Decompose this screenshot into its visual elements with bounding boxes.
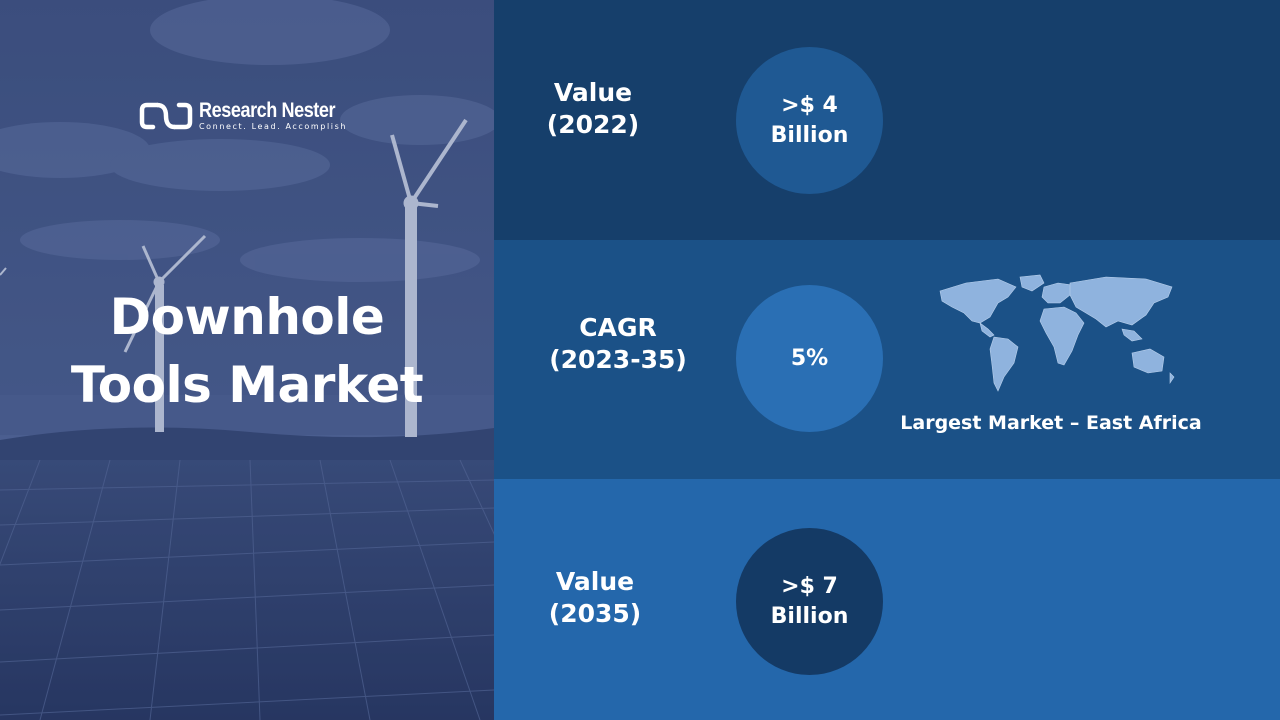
research-nester-logo: Research Nester Connect. Lead. Accomplis…: [139, 98, 357, 134]
world-map-icon: [939, 274, 1175, 392]
wind-solar-background-image: [0, 0, 494, 720]
stat-value-line-2: Billion: [770, 122, 849, 148]
research-nester-logo-icon: [139, 102, 193, 130]
stat-value-line-1: >$ 7: [781, 573, 838, 599]
brand-name: Research Nester: [199, 99, 336, 122]
stat-label-line-2: (2035): [548, 599, 642, 628]
stat-value-line-1: 5%: [790, 345, 829, 371]
stat-panel-value-2035: Value (2035) >$ 7 Billion: [494, 479, 1280, 720]
stat-value-circle: >$ 4 Billion: [736, 47, 883, 194]
stat-label: CAGR (2023-35): [518, 312, 718, 376]
stat-label-line-1: Value: [555, 567, 635, 596]
stat-value-line-1: >$ 4: [781, 92, 838, 118]
stat-label: Value (2022): [493, 77, 693, 141]
stat-value-circle: 5%: [736, 285, 883, 432]
stat-value-circle: >$ 7 Billion: [736, 528, 883, 675]
stat-label-line-1: Value: [553, 78, 633, 107]
stat-value-line-2: Billion: [770, 603, 849, 629]
largest-market-caption: Largest Market – East Africa: [900, 412, 1202, 434]
brand-tagline: Connect. Lead. Accomplish: [199, 122, 348, 131]
stat-label-line-1: CAGR: [579, 313, 657, 342]
stat-label: Value (2035): [495, 566, 695, 630]
stat-panel-value-2022: Value (2022) >$ 4 Billion: [494, 0, 1280, 240]
stat-label-line-2: (2022): [546, 110, 640, 139]
page-title-line-1: Downhole: [109, 288, 385, 346]
page-title: Downhole Tools Market: [0, 283, 494, 419]
stat-label-line-2: (2023-35): [549, 345, 687, 374]
page-title-line-2: Tools Market: [70, 356, 424, 414]
hero-panel: Research Nester Connect. Lead. Accomplis…: [0, 0, 494, 720]
stat-panel-cagr: CAGR (2023-35) 5% Larges: [494, 240, 1280, 479]
